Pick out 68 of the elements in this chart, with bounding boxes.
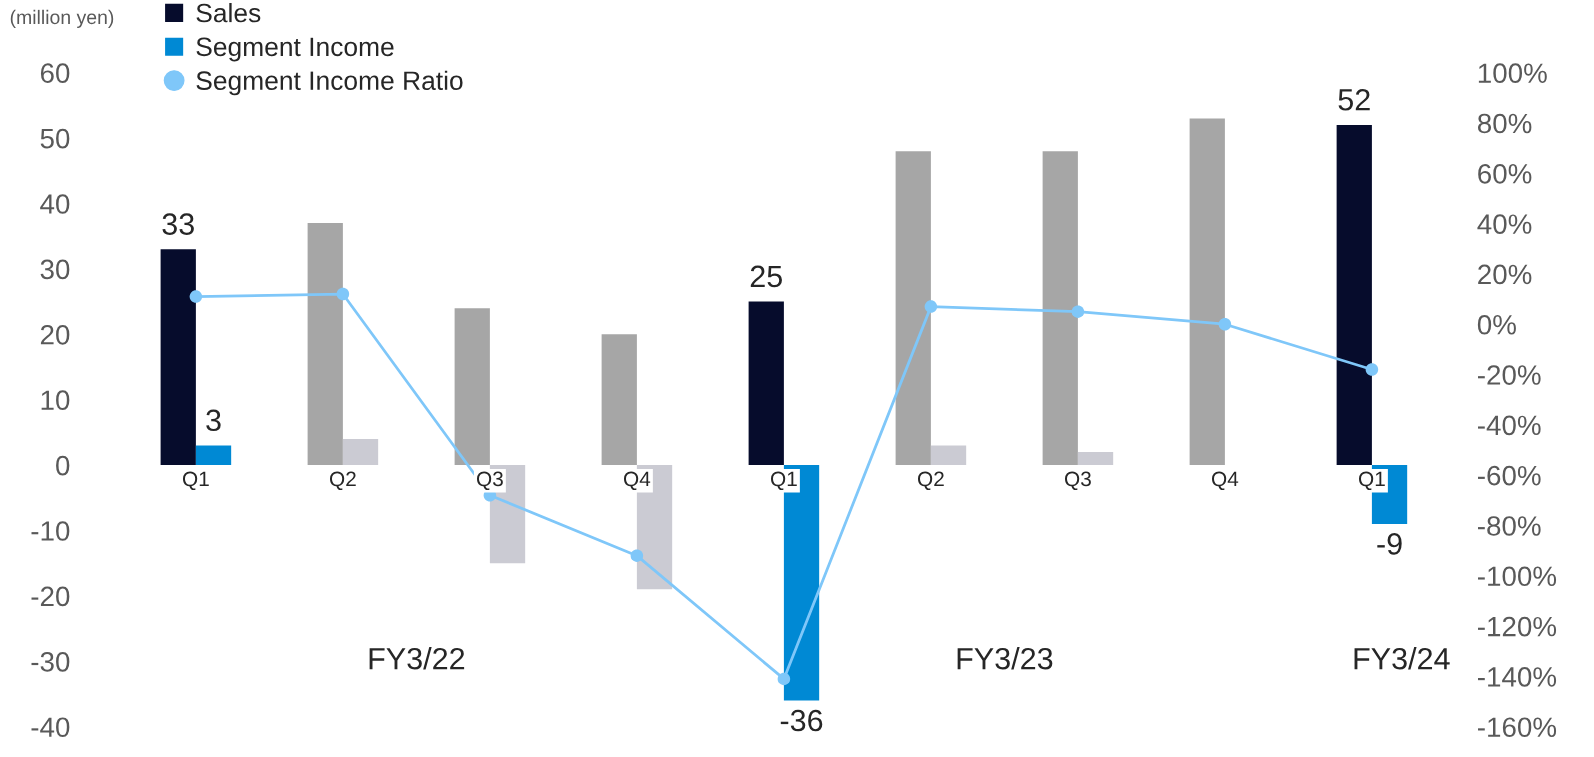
text: (million yen) [10,9,114,28]
y2-tick-label: -100% [1478,566,1557,587]
y2-tick-label: -20% [1478,365,1541,385]
y-tick-label: -10 [31,521,70,541]
y2-tick-label: 0% [1477,314,1516,335]
x-tick-label: Q3 [1064,471,1091,491]
y-tick-label: 60 [40,63,70,84]
y2-tick-label: 80% [1477,113,1532,134]
x-tick-label: Q4 [623,471,651,491]
point [336,287,350,301]
y-tick-label: 50 [40,128,70,149]
y2-tick-label: 100% [1478,63,1547,84]
bar [601,334,637,466]
data-label: 33 [162,213,194,235]
y-tick-label: 10 [41,390,70,411]
data-label: -9 [1377,533,1402,555]
y-tick-label: -30 [31,651,70,672]
point [924,300,938,313]
y-tick-label: 40 [40,194,70,214]
x-tick-label: Q2 [917,471,944,491]
annotation: FY3/24 [1354,647,1450,670]
y2-tick-label: -160% [1478,717,1557,738]
legend-label: Segment Income Ratio [196,70,463,96]
y2-tick-label: -140% [1478,667,1557,687]
bar [748,301,784,466]
legend-label: Segment Income [196,37,394,62]
bar [930,445,967,466]
data-label: 25 [750,265,782,288]
annotation: FY3/22 [369,647,465,670]
y-tick-label: 20 [40,324,70,345]
y-tick-label: 0 [56,455,70,476]
bar [895,151,931,466]
y-tick-label: -40 [31,717,70,738]
point [630,549,644,562]
point [1365,363,1379,376]
bar [342,438,379,466]
point [189,290,203,303]
bar [195,445,232,466]
x-tick-label: Q4 [1211,471,1239,491]
bar [160,249,196,466]
x-tick-label: Q1 [770,471,797,491]
x-tick-label: Q3 [476,471,503,491]
y2-tick-label: -40% [1478,415,1541,436]
y2-tick-label: -80% [1478,516,1541,536]
bar [1189,118,1225,466]
y2-tick-label: 40% [1477,214,1532,234]
bar [307,223,343,466]
y-tick-label: 30 [40,259,70,280]
point [777,672,791,686]
y2-tick-label: -120% [1478,616,1557,637]
y2-tick-label: 60% [1478,163,1532,184]
y2-tick-label: -60% [1478,465,1541,486]
legend-label: Sales [196,2,261,23]
data-label: -36 [780,709,823,732]
bar [1077,452,1114,466]
y2-tick-label: 20% [1478,264,1532,285]
annotation: FY3/23 [957,647,1053,670]
x-tick-label: Q2 [329,471,356,491]
point [1218,317,1232,331]
bar [454,308,490,466]
y-tick-label: -20 [31,586,70,607]
bar [1336,125,1372,466]
data-label: 52 [1338,88,1370,111]
x-tick-label: Q1 [182,471,209,491]
x-tick-label: Q1 [1358,471,1385,491]
data-label: 3 [206,409,221,432]
bar [1042,151,1078,466]
point [1071,305,1085,318]
